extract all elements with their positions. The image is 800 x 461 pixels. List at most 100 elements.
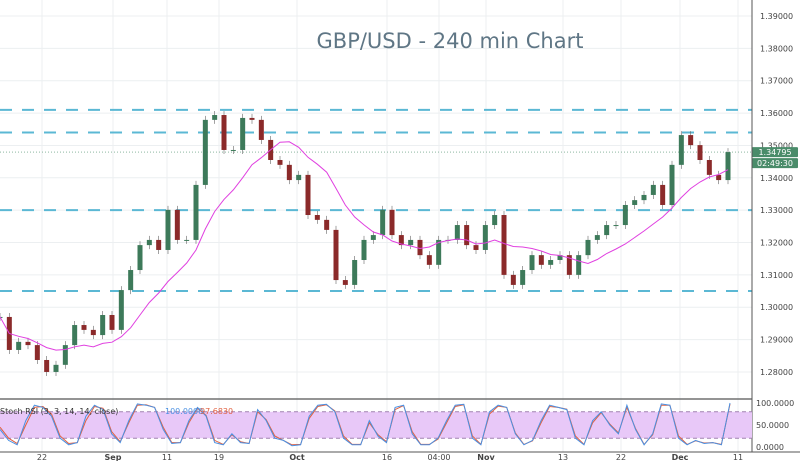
time-tick: 22: [37, 453, 47, 461]
candle: [716, 174, 722, 181]
candle: [62, 345, 68, 365]
candle: [156, 239, 162, 250]
stoch-k-line: [0, 402, 731, 447]
candle: [566, 255, 572, 275]
indicator-label: Stoch RSI (3, 3, 14, 14, close): [0, 407, 118, 416]
time-axis[interactable]: 22 Sep 11 19 Oct 16 04:00 Nov 13 22 Dec 11: [37, 453, 743, 461]
time-tick: Sep: [105, 453, 122, 461]
candle: [641, 194, 647, 201]
price-tick: 1.32000: [760, 239, 793, 248]
candle: [184, 239, 190, 241]
candle: [361, 239, 367, 260]
time-tick: 04:00: [427, 453, 450, 461]
candle: [249, 117, 255, 120]
stoch-rsi-pane[interactable]: 100.0000 50.0000 0.0000: [0, 399, 794, 452]
candle: [81, 325, 87, 330]
candle: [669, 164, 675, 205]
candle: [473, 245, 479, 250]
price-tick: 1.38000: [760, 44, 793, 53]
candle: [90, 329, 96, 336]
price-tick: 1.34000: [760, 174, 793, 183]
candle: [417, 239, 423, 256]
candle: [398, 235, 404, 246]
candle: [725, 152, 731, 181]
candle: [389, 209, 395, 236]
time-tick: Dec: [672, 453, 689, 461]
candle: [538, 255, 544, 265]
price-tick: 1.30000: [760, 303, 793, 312]
candle: [352, 259, 358, 285]
countdown-label: 02:49:30: [757, 159, 793, 168]
candle: [408, 239, 414, 246]
candle: [212, 115, 218, 120]
candle: [520, 270, 526, 285]
candle: [576, 255, 582, 275]
time-tick: Oct: [289, 453, 305, 461]
candle: [34, 345, 40, 360]
candle: [16, 341, 22, 350]
candle: [240, 117, 246, 150]
time-tick: 11: [733, 453, 743, 461]
candle: [25, 341, 31, 346]
candle: [109, 315, 115, 330]
time-tick: 22: [616, 453, 626, 461]
price-tick: 1.29000: [760, 336, 793, 345]
candle: [53, 364, 59, 372]
candle: [230, 149, 236, 151]
candle: [100, 315, 106, 336]
price-tick: 1.39000: [760, 12, 793, 21]
candle: [594, 235, 600, 240]
candle: [688, 135, 694, 146]
time-tick: 11: [162, 453, 172, 461]
candle: [426, 255, 432, 265]
candle: [557, 255, 563, 260]
candle: [613, 225, 619, 227]
time-tick: 19: [214, 453, 224, 461]
candle: [492, 215, 498, 226]
candle: [314, 215, 320, 220]
candle: [650, 184, 656, 195]
candle: [464, 225, 470, 246]
last-price-tag: 1.34795 02:49:30: [752, 147, 798, 169]
candle: [342, 280, 348, 285]
candle: [333, 229, 339, 281]
candle: [202, 119, 208, 185]
candle: [482, 225, 488, 250]
candle: [118, 290, 124, 330]
candle: [370, 235, 376, 240]
candle: [436, 239, 442, 265]
candle: [548, 259, 554, 265]
candle: [174, 209, 180, 240]
candle: [585, 239, 591, 256]
candle: [137, 245, 143, 271]
candle: [454, 225, 460, 240]
candle: [697, 145, 703, 161]
price-axis[interactable]: 1.39000 1.38000 1.37000 1.36000 1.35000 1.340…: [760, 12, 793, 377]
price-tick: 1.37000: [760, 77, 793, 86]
price-tick: 1.33000: [760, 206, 793, 215]
candle: [0, 316, 3, 318]
candle: [258, 119, 264, 140]
candle: [501, 215, 507, 275]
price-tick: 1.28000: [760, 368, 793, 377]
time-tick: 16: [382, 453, 392, 461]
moving-average-line: [0, 141, 729, 351]
candle: [296, 174, 302, 181]
candle: [72, 325, 78, 346]
candle: [706, 160, 712, 175]
candle: [380, 209, 386, 236]
candle: [221, 115, 227, 150]
last-price-label: 1.34795: [758, 148, 791, 157]
indicator-tick: 100.0000: [756, 399, 794, 408]
candles: [0, 111, 731, 376]
candle: [632, 200, 638, 205]
price-tick: 1.35000: [760, 141, 793, 150]
candle: [44, 359, 50, 372]
candle: [277, 160, 283, 165]
candle: [660, 184, 666, 205]
candle: [604, 225, 610, 236]
candle: [165, 209, 171, 250]
price-tick: 1.36000: [760, 109, 793, 118]
